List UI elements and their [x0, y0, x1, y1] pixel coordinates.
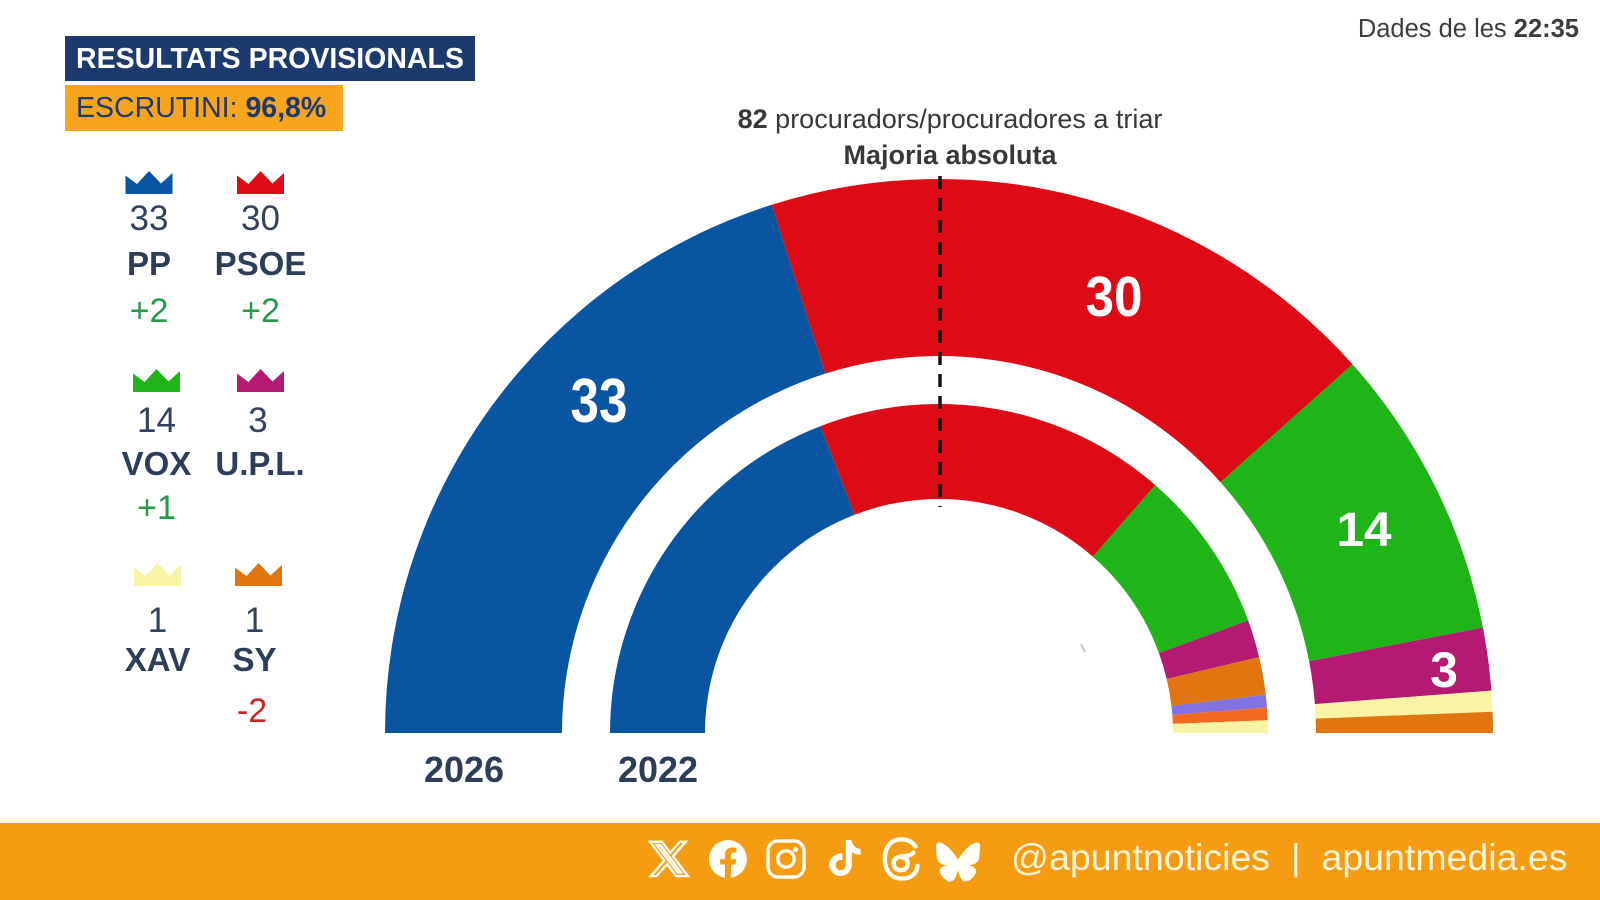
- svg-text:33: 33: [130, 199, 169, 238]
- svg-text:-2: -2: [237, 692, 267, 730]
- svg-text:+2: +2: [241, 292, 280, 330]
- svg-text:30: 30: [241, 199, 280, 238]
- svg-text:U.P.L.: U.P.L.: [215, 445, 304, 482]
- svg-text:3: 3: [1430, 642, 1458, 698]
- svg-text:14: 14: [1337, 504, 1392, 557]
- svg-text:PP: PP: [127, 245, 171, 282]
- svg-text:33: 33: [571, 367, 628, 436]
- svg-text:3: 3: [248, 401, 267, 440]
- svg-text:Dades de les 22:35: Dades de les 22:35: [1358, 15, 1579, 43]
- svg-text:2022: 2022: [618, 749, 698, 790]
- svg-text:ESCRUTINI: 96,8%: ESCRUTINI: 96,8%: [76, 92, 326, 124]
- svg-text:1: 1: [245, 601, 264, 640]
- svg-text:RESULTATS PROVISIONALS: RESULTATS PROVISIONALS: [76, 43, 464, 75]
- svg-text:SY: SY: [232, 641, 276, 678]
- svg-text:PSOE: PSOE: [215, 245, 307, 282]
- svg-text:Majoria absoluta: Majoria absoluta: [843, 140, 1057, 170]
- svg-text:2026: 2026: [424, 749, 504, 790]
- svg-text:30: 30: [1086, 265, 1143, 329]
- svg-text:XAV: XAV: [125, 641, 190, 678]
- svg-text:+2: +2: [130, 292, 169, 330]
- svg-text:1: 1: [148, 601, 167, 640]
- svg-text:VOX: VOX: [122, 445, 192, 482]
- svg-text:14: 14: [137, 401, 176, 440]
- svg-text:+1: +1: [137, 489, 176, 527]
- svg-text:82 procuradors/procuradores a: 82 procuradors/procuradores a triar: [738, 104, 1163, 134]
- svg-text:@apuntnoticies | apuntmedia.: @apuntnoticies | apuntmedia.es: [1011, 836, 1567, 878]
